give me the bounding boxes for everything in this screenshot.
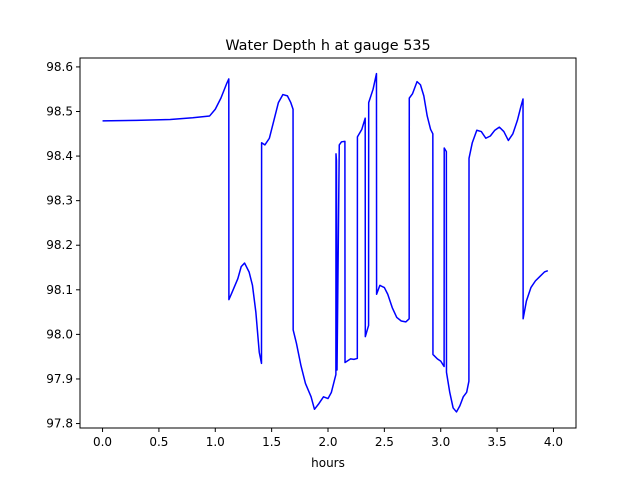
chart-title: Water Depth h at gauge 535 bbox=[225, 38, 430, 54]
x-tick-label: 0.0 bbox=[93, 435, 112, 449]
y-tick-label: 98.6 bbox=[46, 60, 73, 74]
series-line-0 bbox=[102, 72, 549, 413]
y-tick-label: 97.9 bbox=[46, 372, 73, 386]
x-tick-label: 2.5 bbox=[375, 435, 394, 449]
y-tick-label: 98.4 bbox=[46, 149, 73, 163]
x-tick-label: 2.0 bbox=[318, 435, 337, 449]
x-tick-label: 4.0 bbox=[544, 435, 563, 449]
x-axis-label: hours bbox=[311, 456, 345, 470]
y-tick-label: 98.0 bbox=[46, 327, 73, 341]
y-tick-label: 98.3 bbox=[46, 194, 73, 208]
y-tick-label: 98.1 bbox=[46, 283, 73, 297]
x-tick-label: 0.5 bbox=[149, 435, 168, 449]
x-axis: 0.0 0.5 1.0 1.5 2.0 2.5 3.0 3.5 4.0 bbox=[93, 428, 563, 449]
y-tick-label: 98.2 bbox=[46, 238, 73, 252]
x-tick-label: 1.0 bbox=[206, 435, 225, 449]
y-axis: 97.8 97.9 98.0 98.1 98.2 98.3 98.4 98.5 98.6 bbox=[46, 60, 80, 431]
y-tick-label: 97.8 bbox=[46, 417, 73, 431]
x-tick-label: 1.5 bbox=[262, 435, 281, 449]
series-layer bbox=[102, 72, 549, 413]
y-tick-label: 98.5 bbox=[46, 104, 73, 118]
x-tick-label: 3.0 bbox=[431, 435, 450, 449]
x-tick-label: 3.5 bbox=[488, 435, 507, 449]
